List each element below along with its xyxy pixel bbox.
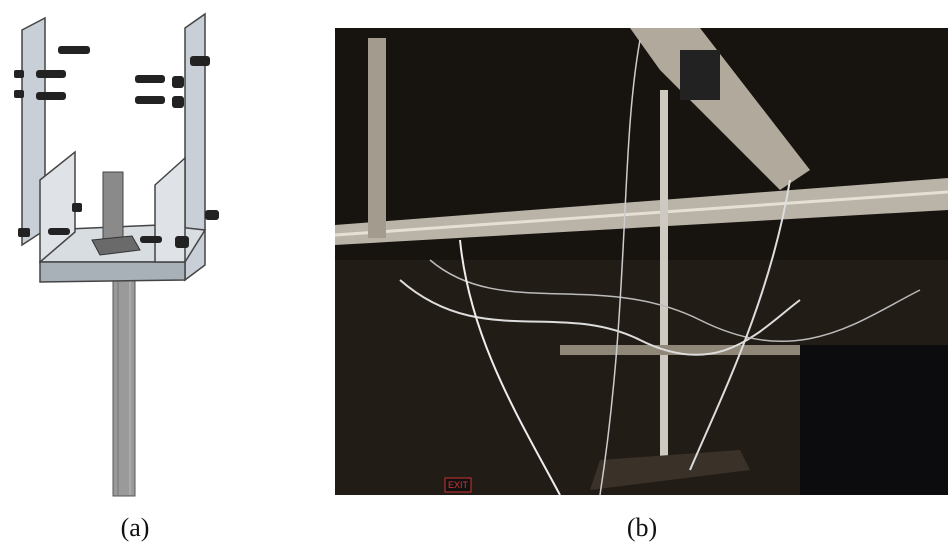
exit-sign: EXIT	[448, 480, 469, 490]
caption-a: (a)	[121, 513, 150, 542]
cad-render	[14, 14, 219, 496]
photo: EXIT	[335, 28, 948, 495]
figure: EXIT (a) (b)	[0, 0, 948, 550]
caption-b: (b)	[627, 513, 657, 542]
